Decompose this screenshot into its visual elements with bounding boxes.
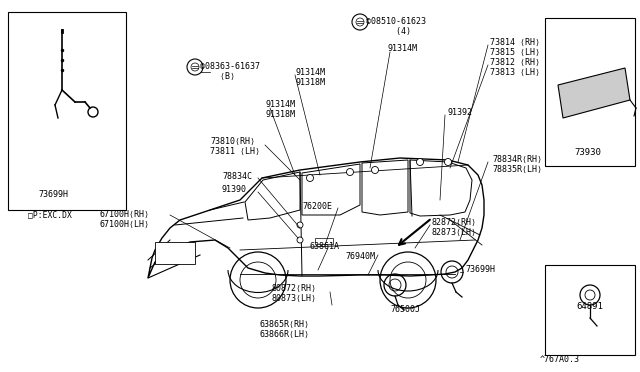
Text: ©08510-61623
      (4): ©08510-61623 (4) [366, 17, 426, 36]
Bar [155, 242, 195, 264]
Text: 78834C: 78834C [222, 172, 252, 181]
Text: 80872⟨RH⟩
80873⟨LH⟩: 80872⟨RH⟩ 80873⟨LH⟩ [272, 284, 317, 304]
Circle shape [307, 174, 314, 182]
Circle shape [352, 14, 368, 30]
Circle shape [297, 222, 303, 228]
Circle shape [187, 59, 203, 75]
Text: 91314M: 91314M [388, 44, 418, 53]
Text: 73814 ⟨RH⟩
73815 ⟨LH⟩: 73814 ⟨RH⟩ 73815 ⟨LH⟩ [490, 38, 540, 57]
Text: 73810⟨RH⟩
73811 ⟨LH⟩: 73810⟨RH⟩ 73811 ⟨LH⟩ [210, 137, 260, 156]
Text: 73699H: 73699H [465, 265, 495, 274]
Polygon shape [558, 68, 630, 118]
Text: 76500J: 76500J [390, 305, 420, 314]
Text: 67100H⟨RH⟩
67100H⟨LH⟩: 67100H⟨RH⟩ 67100H⟨LH⟩ [100, 210, 150, 230]
Text: 91390: 91390 [222, 185, 247, 194]
Text: ©08363-61637
    ⟨B⟩: ©08363-61637 ⟨B⟩ [200, 62, 260, 81]
Text: ^767A0.3: ^767A0.3 [540, 355, 580, 364]
Bar [8, 12, 126, 210]
Text: 63865R⟨RH⟩
63866R⟨LH⟩: 63865R⟨RH⟩ 63866R⟨LH⟩ [260, 320, 310, 339]
Text: 91392: 91392 [448, 108, 473, 117]
Text: 73812 ⟨RH⟩
73813 ⟨LH⟩: 73812 ⟨RH⟩ 73813 ⟨LH⟩ [490, 58, 540, 77]
Text: 76940M: 76940M [345, 252, 375, 261]
Text: □P:EXC.DX: □P:EXC.DX [28, 210, 72, 219]
Circle shape [371, 167, 378, 173]
Text: 63861A: 63861A [310, 242, 340, 251]
Text: 73930: 73930 [575, 148, 602, 157]
Text: 91314M
91318M: 91314M 91318M [295, 68, 325, 87]
Text: 82872⟨RH⟩
82873⟨LH⟩: 82872⟨RH⟩ 82873⟨LH⟩ [432, 218, 477, 237]
Text: 76200E: 76200E [302, 202, 332, 211]
Circle shape [346, 169, 353, 176]
Circle shape [297, 237, 303, 243]
Circle shape [417, 158, 424, 166]
Bar [545, 265, 635, 355]
Text: 78834R⟨RH⟩
78835R⟨LH⟩: 78834R⟨RH⟩ 78835R⟨LH⟩ [492, 155, 542, 174]
Text: 64891: 64891 [577, 302, 604, 311]
Circle shape [445, 158, 451, 166]
Bar [545, 18, 635, 166]
Bar [315, 238, 333, 244]
Text: 91314M
91318M: 91314M 91318M [265, 100, 295, 119]
Text: 73699H: 73699H [38, 190, 68, 199]
